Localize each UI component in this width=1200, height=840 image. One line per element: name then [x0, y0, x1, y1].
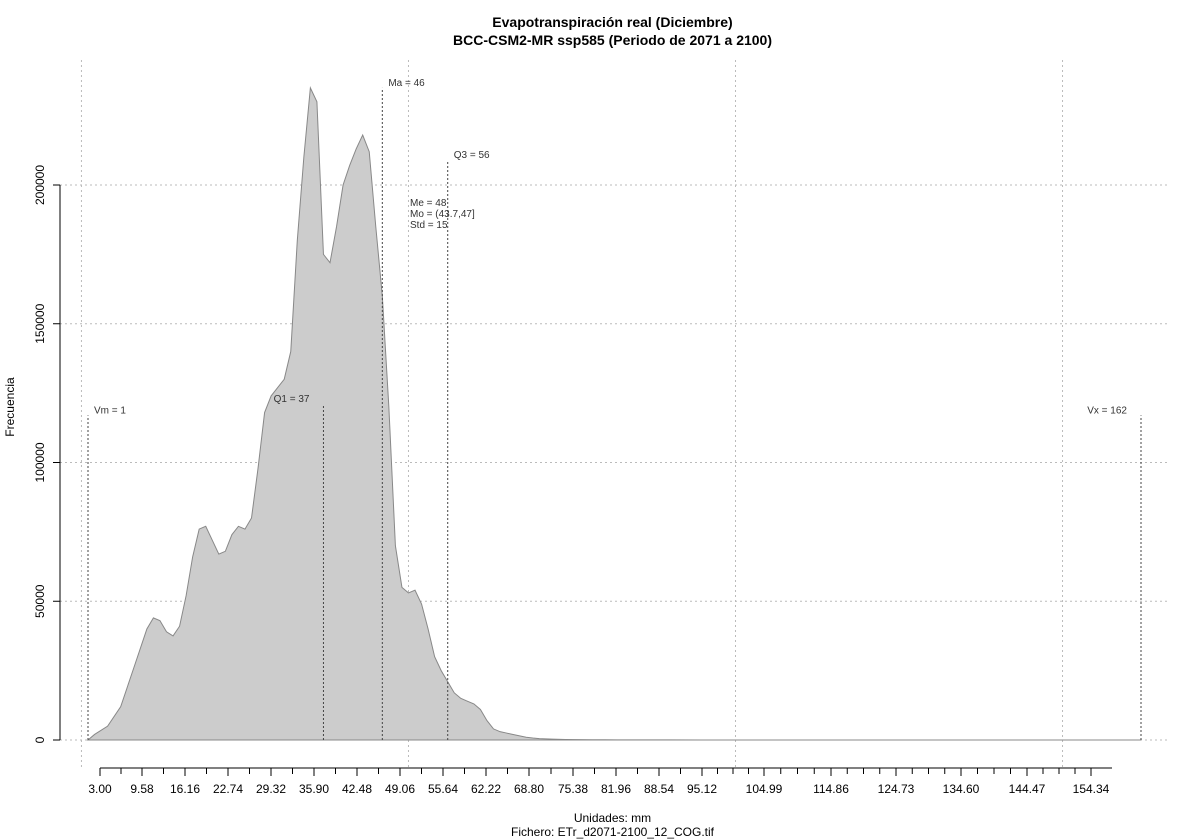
- marker-label: Q3 = 56: [454, 150, 490, 161]
- x-tick-label: 81.96: [601, 782, 631, 796]
- x-tick-label: 62.22: [471, 782, 501, 796]
- x-tick-label: 55.64: [428, 782, 458, 796]
- chart-subtitle: BCC-CSM2-MR ssp585 (Periodo de 2071 a 21…: [453, 32, 772, 48]
- y-tick-label: 50000: [33, 584, 47, 618]
- marker-label: Vm = 1: [94, 405, 126, 416]
- x-tick-label: 124.73: [878, 782, 915, 796]
- y-tick-label: 0: [33, 736, 47, 743]
- stats-text: Mo = (43.7,47]: [410, 209, 475, 220]
- chart-title: Evapotranspiración real (Diciembre): [492, 14, 733, 30]
- marker-label: Vx = 162: [1087, 405, 1127, 416]
- stats-text: Me = 48: [410, 198, 447, 209]
- x-tick-label: 95.12: [687, 782, 717, 796]
- x-tick-label: 49.06: [385, 782, 415, 796]
- x-tick-label: 22.74: [213, 782, 243, 796]
- x-tick-label: 104.99: [746, 782, 783, 796]
- stats-text: Std = 15: [410, 220, 448, 231]
- y-tick-label: 100000: [33, 442, 47, 482]
- x-tick-label: 29.32: [256, 782, 286, 796]
- x-tick-label: 68.80: [514, 782, 544, 796]
- y-tick-label: 200000: [33, 165, 47, 205]
- file-label: Fichero: ETr_d2071-2100_12_COG.tif: [511, 825, 714, 839]
- x-tick-label: 154.34: [1073, 782, 1110, 796]
- x-tick-label: 75.38: [558, 782, 588, 796]
- x-tick-label: 3.00: [88, 782, 112, 796]
- x-tick-label: 144.47: [1009, 782, 1046, 796]
- x-tick-label: 134.60: [943, 782, 980, 796]
- x-axis-label: Unidades: mm: [573, 811, 652, 825]
- marker-label: Ma = 46: [388, 78, 425, 89]
- marker-label: Q1 = 37: [274, 394, 310, 405]
- x-tick-label: 9.58: [130, 782, 154, 796]
- x-tick-label: 88.54: [644, 782, 674, 796]
- density-area: [86, 86, 1141, 741]
- y-tick-label: 150000: [33, 303, 47, 343]
- x-tick-label: 16.16: [170, 782, 200, 796]
- x-tick-label: 114.86: [813, 782, 849, 796]
- x-tick-label: 35.90: [299, 782, 329, 796]
- x-tick-label: 42.48: [342, 782, 372, 796]
